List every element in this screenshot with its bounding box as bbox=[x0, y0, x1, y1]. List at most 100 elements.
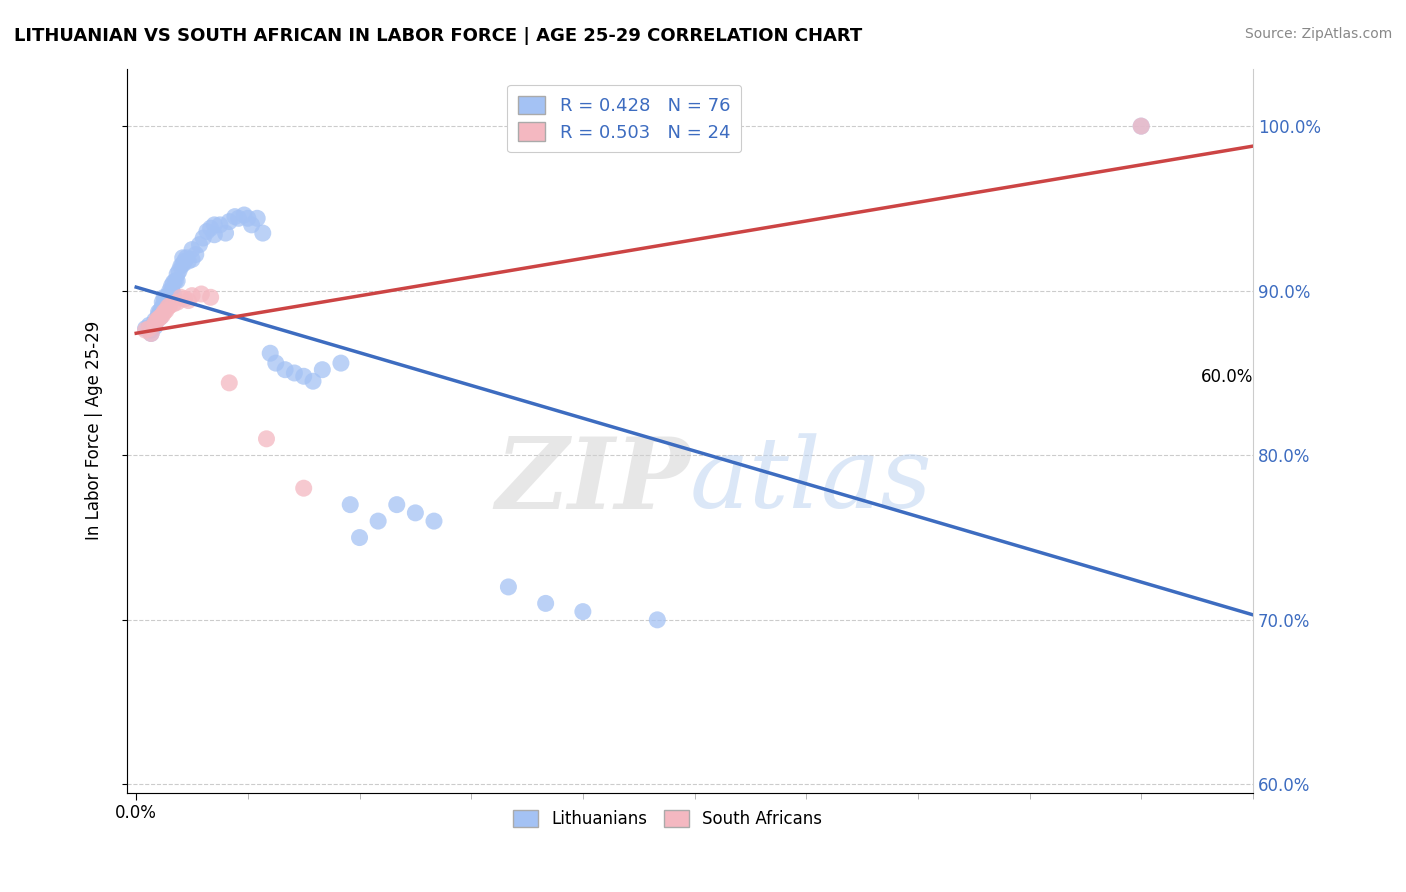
Point bbox=[181, 243, 204, 257]
Point bbox=[160, 278, 183, 293]
Point bbox=[647, 613, 669, 627]
Point bbox=[367, 514, 389, 528]
Point bbox=[145, 313, 167, 327]
Point bbox=[149, 310, 172, 324]
Point bbox=[246, 211, 269, 226]
Point bbox=[283, 366, 305, 380]
Point bbox=[143, 317, 166, 331]
Point bbox=[153, 290, 176, 304]
Point bbox=[149, 310, 172, 324]
Point bbox=[195, 224, 218, 238]
Point bbox=[139, 326, 162, 341]
Point bbox=[135, 323, 157, 337]
Text: LITHUANIAN VS SOUTH AFRICAN IN LABOR FORCE | AGE 25-29 CORRELATION CHART: LITHUANIAN VS SOUTH AFRICAN IN LABOR FOR… bbox=[14, 27, 862, 45]
Point bbox=[404, 506, 426, 520]
Text: atlas: atlas bbox=[690, 434, 932, 529]
Point bbox=[170, 290, 193, 304]
Point bbox=[162, 297, 184, 311]
Point bbox=[188, 237, 211, 252]
Point bbox=[274, 362, 297, 376]
Point bbox=[150, 295, 173, 310]
Point bbox=[236, 211, 259, 226]
Point bbox=[202, 218, 225, 232]
Point bbox=[184, 247, 207, 261]
Point bbox=[149, 303, 172, 318]
Point bbox=[156, 288, 179, 302]
Point bbox=[150, 300, 173, 314]
Text: 60.0%: 60.0% bbox=[1201, 368, 1253, 385]
Point bbox=[138, 318, 160, 333]
Point bbox=[148, 310, 170, 324]
Point bbox=[534, 596, 557, 610]
Point bbox=[311, 362, 333, 376]
Point bbox=[498, 580, 520, 594]
Point bbox=[138, 321, 160, 335]
Point bbox=[190, 287, 212, 301]
Point bbox=[156, 300, 179, 314]
Point bbox=[149, 307, 172, 321]
Point bbox=[224, 210, 246, 224]
Point bbox=[160, 284, 183, 298]
Point bbox=[264, 356, 287, 370]
Point bbox=[228, 211, 250, 226]
Point bbox=[162, 287, 184, 301]
Point bbox=[148, 311, 170, 326]
Point bbox=[177, 293, 200, 308]
Point bbox=[165, 274, 187, 288]
Point bbox=[155, 297, 177, 311]
Point bbox=[193, 231, 215, 245]
Point bbox=[139, 326, 162, 341]
Point bbox=[1130, 119, 1153, 133]
Point bbox=[135, 321, 157, 335]
Legend: Lithuanians, South Africans: Lithuanians, South Africans bbox=[506, 804, 828, 835]
Point bbox=[181, 288, 204, 302]
Point bbox=[153, 295, 176, 310]
Point bbox=[218, 376, 240, 390]
Point bbox=[143, 313, 166, 327]
Point bbox=[292, 369, 315, 384]
Point bbox=[170, 259, 193, 273]
Point bbox=[148, 309, 170, 323]
Point bbox=[208, 218, 231, 232]
Point bbox=[167, 264, 190, 278]
Point bbox=[202, 227, 225, 242]
Text: Source: ZipAtlas.com: Source: ZipAtlas.com bbox=[1244, 27, 1392, 41]
Point bbox=[1130, 119, 1153, 133]
Point bbox=[148, 305, 170, 319]
Point bbox=[259, 346, 281, 360]
Point bbox=[173, 254, 195, 268]
Point bbox=[153, 305, 176, 319]
Point bbox=[166, 274, 188, 288]
Point bbox=[329, 356, 352, 370]
Point bbox=[159, 284, 181, 298]
Point bbox=[159, 288, 181, 302]
Point bbox=[302, 374, 325, 388]
Point bbox=[156, 293, 179, 308]
Point bbox=[172, 257, 194, 271]
Point bbox=[143, 319, 166, 334]
Point bbox=[200, 221, 222, 235]
Point bbox=[339, 498, 361, 512]
Point bbox=[214, 226, 236, 240]
Point bbox=[162, 276, 184, 290]
Point bbox=[150, 309, 173, 323]
Point bbox=[181, 252, 204, 267]
Point bbox=[172, 251, 194, 265]
Point bbox=[572, 605, 595, 619]
Point bbox=[177, 254, 200, 268]
Point bbox=[139, 323, 162, 337]
Y-axis label: In Labor Force | Age 25-29: In Labor Force | Age 25-29 bbox=[86, 321, 103, 541]
Point bbox=[155, 303, 177, 318]
Point bbox=[159, 298, 181, 312]
Point bbox=[166, 267, 188, 281]
Point bbox=[252, 226, 274, 240]
Point bbox=[423, 514, 446, 528]
Point bbox=[200, 290, 222, 304]
Point bbox=[349, 531, 371, 545]
Point bbox=[256, 432, 278, 446]
Point bbox=[166, 295, 188, 310]
Point bbox=[292, 481, 315, 495]
Point bbox=[153, 300, 176, 314]
Point bbox=[143, 317, 166, 331]
Point bbox=[155, 292, 177, 306]
